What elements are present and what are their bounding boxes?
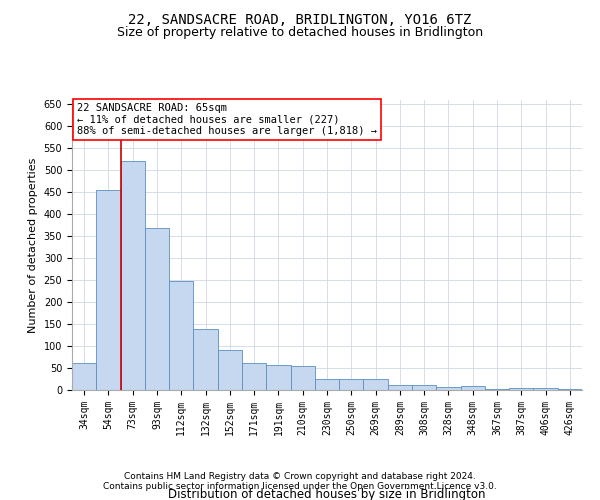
Text: 22, SANDSACRE ROAD, BRIDLINGTON, YO16 6TZ: 22, SANDSACRE ROAD, BRIDLINGTON, YO16 6T… [128,12,472,26]
Text: Contains HM Land Registry data © Crown copyright and database right 2024.: Contains HM Land Registry data © Crown c… [124,472,476,481]
Bar [315,378,339,390]
Bar [412,384,436,390]
Text: Contains public sector information licensed under the Open Government Licence v3: Contains public sector information licen… [103,482,497,491]
Bar [339,379,364,390]
Bar [193,329,218,390]
Text: Size of property relative to detached houses in Bridlington: Size of property relative to detached ho… [117,26,483,39]
Y-axis label: Number of detached properties: Number of detached properties [28,158,38,332]
Bar [242,363,266,390]
Bar [290,366,315,390]
Bar [436,388,461,390]
Text: 22 SANDSACRE ROAD: 65sqm
← 11% of detached houses are smaller (227)
88% of semi-: 22 SANDSACRE ROAD: 65sqm ← 11% of detach… [77,103,377,136]
Bar [364,378,388,390]
X-axis label: Distribution of detached houses by size in Bridlington: Distribution of detached houses by size … [168,488,486,500]
Bar [72,363,96,390]
Bar [509,388,533,390]
Bar [388,385,412,390]
Bar [169,281,193,390]
Bar [121,161,145,390]
Bar [96,190,121,390]
Bar [266,366,290,390]
Bar [461,386,485,390]
Bar [533,388,558,390]
Bar [218,350,242,390]
Bar [145,228,169,390]
Bar [485,388,509,390]
Bar [558,388,582,390]
